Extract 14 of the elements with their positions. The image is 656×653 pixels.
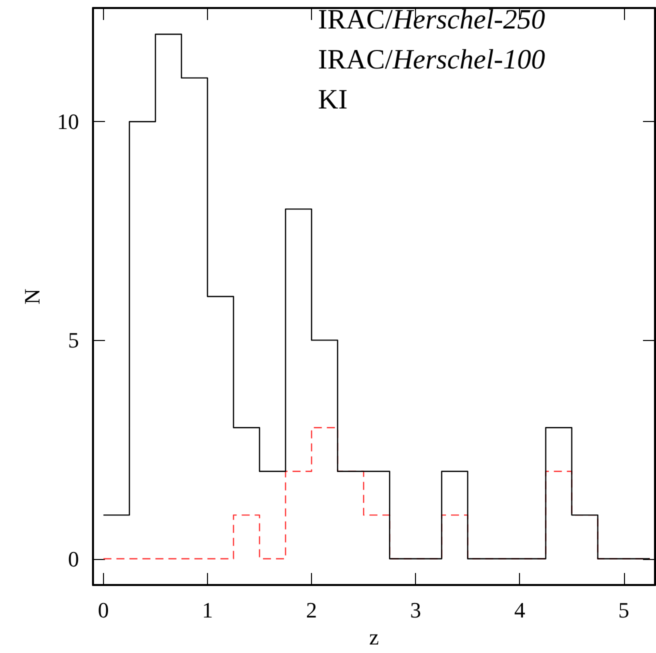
annotation: IRAC/Herschel-250 <box>318 4 546 36</box>
x-axis-title: z <box>369 624 380 650</box>
x-tick-label: 0 <box>98 598 109 622</box>
x-tick-label: 2 <box>306 598 318 622</box>
y-axis-title: N <box>20 288 44 304</box>
y-tick-label: 10 <box>57 109 79 134</box>
annotation: IRAC/Herschel-100 <box>318 44 546 76</box>
x-tick-label: 3 <box>410 598 422 622</box>
x-tick-label: 4 <box>514 598 526 622</box>
y-tick-label: 0 <box>68 546 79 572</box>
y-tick-label: 5 <box>68 328 79 353</box>
annotation: KI <box>318 84 348 116</box>
x-tick-label: 1 <box>202 598 213 622</box>
x-tick-label: 5 <box>618 598 630 622</box>
